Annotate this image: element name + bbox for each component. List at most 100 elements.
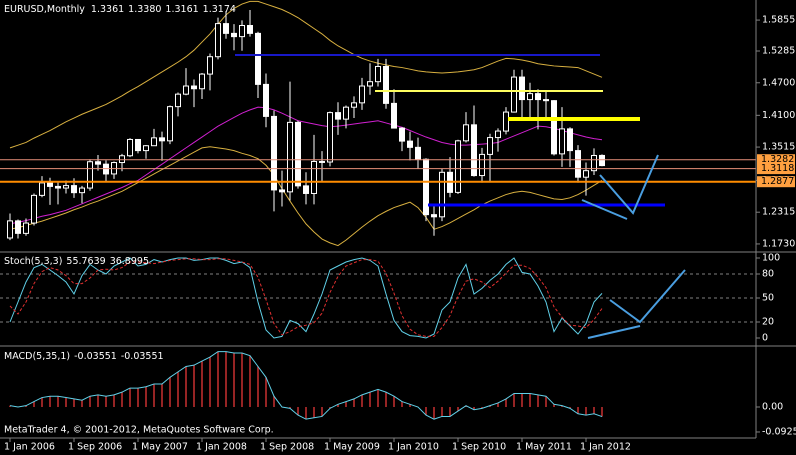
- price-header: EURUSD,Monthly 1.3361 1.3380 1.3161 1.3174: [4, 4, 236, 15]
- candle-body: [207, 56, 213, 75]
- level-label-box: [757, 176, 795, 188]
- candle-body: [567, 128, 573, 152]
- candle-body: [527, 93, 533, 101]
- candle-body: [79, 187, 85, 194]
- candle-body: [551, 100, 557, 155]
- candle-body: [183, 85, 189, 95]
- candle-body: [335, 112, 341, 120]
- y-tick-label: 1.4700: [762, 77, 795, 88]
- stoch-title: Stoch(5,3,3): [4, 256, 62, 267]
- candle-body: [455, 140, 461, 193]
- candle-body: [311, 160, 317, 194]
- y-tick-label: 100: [762, 253, 780, 264]
- candle-body: [543, 99, 549, 102]
- candle-body: [151, 137, 157, 147]
- indicator-line: [9, 146, 603, 247]
- close-label: 1.3174: [203, 4, 236, 15]
- candle-body: [279, 189, 285, 193]
- y-tick-label: 1.1730: [762, 238, 795, 249]
- x-tick-label: 1 May 2009: [324, 442, 380, 453]
- level-label: 1.2877: [761, 176, 794, 187]
- candle-body: [351, 102, 357, 108]
- candle-body: [31, 194, 37, 224]
- candle-body: [359, 85, 365, 104]
- x-tick-label: 1 Sep 2006: [68, 442, 122, 453]
- level-label: 1.3118: [761, 163, 794, 174]
- candle-body: [303, 185, 309, 194]
- x-tick-label: 1 Jan 2008: [196, 442, 247, 453]
- candle-body: [519, 76, 525, 101]
- y-tick-label: 0.00: [762, 402, 783, 413]
- footer: MetaTrader 4, © 2001-2012, MetaQuotes So…: [4, 425, 274, 436]
- candle-body: [487, 137, 493, 155]
- y-tick-label: 20: [762, 317, 774, 328]
- y-tick-label: -0.0925: [762, 426, 796, 437]
- y-tick-label: 1.5285: [762, 46, 795, 57]
- candle-body: [47, 182, 53, 187]
- candle-body: [175, 93, 181, 108]
- low-label: 1.3161: [165, 4, 198, 15]
- macd-header: MACD(5,35,1) -0.03551 -0.03551: [4, 351, 164, 362]
- macd-title: MACD(5,35,1): [4, 351, 70, 362]
- candle-body: [423, 158, 429, 216]
- candle-body: [343, 106, 349, 120]
- trend-line: [609, 269, 686, 324]
- candle-body: [463, 124, 469, 142]
- y-tick-label: 80: [762, 269, 774, 280]
- open-label: 1.3361: [91, 4, 124, 15]
- candle-body: [583, 170, 589, 178]
- candle-body: [599, 154, 605, 167]
- candle-body: [223, 23, 229, 34]
- candle-body: [407, 140, 413, 148]
- candle-body: [271, 115, 277, 191]
- candle-body: [71, 185, 77, 194]
- candle-body: [231, 32, 237, 38]
- x-tick-label: 1 Sep 2008: [260, 442, 314, 453]
- level-label-box: [757, 163, 795, 175]
- candle-body: [87, 161, 93, 189]
- stoch-signal-label: 36.8995: [110, 256, 149, 267]
- indicator-line: [9, 0, 603, 149]
- x-tick-label: 1 May 2011: [516, 442, 572, 453]
- candle-body: [55, 185, 61, 189]
- candle-body: [135, 138, 141, 152]
- candle-body: [167, 106, 173, 142]
- candle-body: [535, 93, 541, 101]
- candle-body: [391, 102, 397, 129]
- candle-body: [23, 222, 29, 234]
- candle-body: [247, 25, 253, 34]
- candle-body: [327, 112, 333, 163]
- stoch-main-label: 55.7639: [66, 256, 105, 267]
- x-tick-label: 1 Jan 2012: [580, 442, 631, 453]
- candle-body: [591, 154, 597, 172]
- candle-body: [159, 137, 165, 142]
- candle-body: [239, 25, 245, 38]
- y-tick-label: 1.4100: [762, 110, 795, 121]
- candle-body: [127, 138, 133, 157]
- candle-body: [39, 182, 45, 196]
- indicator-line: [9, 106, 603, 225]
- candle-body: [471, 124, 477, 177]
- trend-line: [581, 199, 628, 220]
- macd-signal-label: -0.03551: [121, 351, 164, 362]
- level-label-box: [757, 154, 795, 166]
- candle-body: [319, 160, 325, 163]
- candle-body: [503, 111, 509, 132]
- candle-body: [575, 150, 581, 178]
- y-tick-label: 1.5855: [762, 15, 795, 26]
- candle-body: [191, 85, 197, 90]
- candle-body: [255, 32, 261, 85]
- candle-body: [199, 73, 205, 90]
- candle-body: [15, 220, 21, 234]
- y-tick-label: 1.2315: [762, 207, 795, 218]
- stoch-line: [9, 257, 603, 339]
- y-tick-label: 50: [762, 293, 774, 304]
- candle-body: [7, 220, 13, 239]
- candle-body: [439, 171, 445, 218]
- candle-body: [415, 146, 421, 160]
- candle-body: [143, 145, 149, 152]
- candle-body: [559, 128, 565, 155]
